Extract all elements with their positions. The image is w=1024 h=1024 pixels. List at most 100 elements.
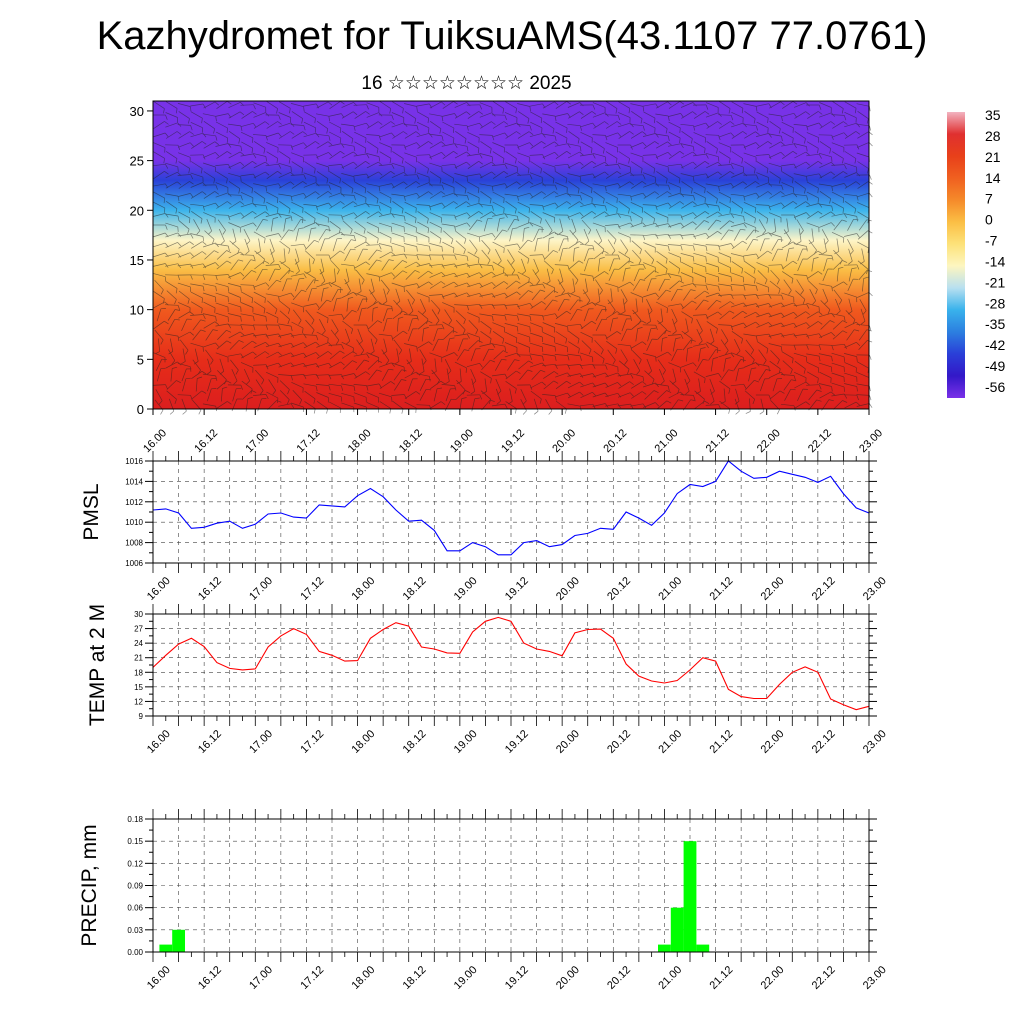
precip-xtick-label: 17.12 — [298, 964, 326, 992]
heatmap-xtick-label: 16.00 — [141, 427, 169, 455]
pmsl-ytick-label: 1010 — [125, 518, 143, 527]
temp2m-xtick-label: 20.12 — [605, 728, 633, 756]
precip-xtick-label: 16.12 — [196, 964, 224, 992]
colorbar-label: -56 — [985, 379, 1005, 395]
precip-xtick-label: 21.12 — [707, 964, 735, 992]
pmsl-xtick-label: 22.12 — [810, 575, 838, 603]
colorbar-label: -49 — [985, 358, 1005, 374]
heatmap-xtick-label: 20.00 — [550, 427, 578, 455]
pmsl-xtick-label: 22.00 — [759, 575, 787, 603]
pmsl-grid — [152, 460, 870, 564]
precip-xtick-label: 21.00 — [656, 964, 684, 992]
precip-xtick-label: 19.12 — [503, 964, 531, 992]
heatmap-xtick-label: 19.12 — [499, 427, 527, 455]
pmsl-xtick-label: 20.00 — [554, 575, 582, 603]
precip-ytick-label: 0.15 — [127, 837, 143, 846]
heatmap-xtick-label: 21.00 — [653, 427, 681, 455]
colorbar-label: 7 — [985, 191, 993, 207]
heatmap-xtick-label: 22.12 — [806, 427, 834, 455]
temp2m-xtick-label: 17.00 — [247, 728, 275, 756]
pmsl-ytick-label: 1006 — [125, 559, 143, 568]
pmsl-xtick-label: 19.12 — [503, 575, 531, 603]
pmsl-ylabel: PMSL — [80, 483, 103, 540]
heatmap-xtick-label: 22.00 — [755, 427, 783, 455]
precip-grid — [152, 818, 870, 953]
precip-xtick-label: 18.00 — [349, 964, 377, 992]
colorbar-label: -7 — [985, 233, 998, 249]
precip-ytick-label: 0.06 — [127, 904, 143, 913]
heatmap-xtick-label: 18.12 — [397, 427, 425, 455]
temp2m-xtick-label: 20.00 — [554, 728, 582, 756]
precip-ytick-label: 0.18 — [127, 815, 143, 824]
temp2m-ytick-label: 24 — [134, 639, 143, 648]
precip-xtick-label: 23.00 — [861, 964, 889, 992]
heatmap-xtick-label: 21.12 — [704, 427, 732, 455]
pmsl-xtick-label: 23.00 — [861, 575, 889, 603]
colorbar — [947, 112, 965, 398]
temp2m-xtick-label: 18.00 — [349, 728, 377, 756]
temp2m-ylabel: TEMP at 2 M — [86, 604, 109, 726]
heatmap-xtick-label: 17.12 — [295, 427, 323, 455]
precip-ytick-label: 0.00 — [127, 948, 143, 957]
pmsl-xtick-label: 16.12 — [196, 575, 224, 603]
colorbar-label: 21 — [985, 149, 1001, 165]
pmsl-ytick-label: 1008 — [125, 539, 143, 548]
temp2m-xtick-label: 19.12 — [503, 728, 531, 756]
precip-xtick-label: 17.00 — [247, 964, 275, 992]
heatmap-ytick-label: 5 — [137, 352, 144, 367]
colorbar-label: -42 — [985, 337, 1005, 353]
precip-bar — [670, 907, 684, 952]
precip-bar — [683, 841, 697, 952]
temp2m-xtick-label: 17.12 — [298, 728, 326, 756]
colorbar-label: -35 — [985, 316, 1005, 332]
heatmap-xtick-label: 20.12 — [601, 427, 629, 455]
pmsl-xtick-label: 20.12 — [605, 575, 633, 603]
colorbar-label: 0 — [985, 212, 993, 228]
heatmap-xtick-label: 18.00 — [346, 427, 374, 455]
temp2m-xtick-label: 22.12 — [810, 728, 838, 756]
temp2m-ytick-label: 12 — [134, 697, 143, 706]
heatmap-ytick-label: 15 — [130, 253, 144, 268]
heatmap-ytick-label: 10 — [130, 303, 144, 318]
temp2m-ytick-label: 30 — [134, 610, 143, 619]
precip-xtick-label: 16.00 — [145, 964, 173, 992]
pmsl-line — [152, 460, 870, 556]
pmsl-xtick-label: 19.00 — [452, 575, 480, 603]
colorbar-label: -14 — [985, 253, 1005, 269]
temp2m-grid — [152, 613, 870, 717]
page-title: Kazhydromet for TuiksuAMS(43.1107 77.076… — [96, 14, 928, 58]
precip-bar — [172, 929, 185, 952]
temp2m-xtick-label: 16.12 — [196, 728, 224, 756]
pmsl-ytick-label: 1014 — [125, 477, 143, 486]
precip-xtick-label: 22.00 — [759, 964, 787, 992]
colorbar-label: 14 — [985, 170, 1001, 186]
precip-xtick-label: 19.00 — [452, 964, 480, 992]
pmsl-xtick-label: 18.00 — [349, 575, 377, 603]
temp2m-xtick-label: 23.00 — [861, 728, 889, 756]
temp2m-ytick-label: 21 — [134, 654, 143, 663]
heatmap-ytick-label: 20 — [130, 203, 144, 218]
precip-ytick-label: 0.12 — [127, 859, 143, 868]
temp2m-xtick-label: 22.00 — [759, 728, 787, 756]
precip-xtick-label: 18.12 — [401, 964, 429, 992]
pmsl-xtick-label: 21.00 — [656, 575, 684, 603]
temp2m-xtick-label: 16.00 — [145, 728, 173, 756]
temp2m-xtick-label: 21.00 — [656, 728, 684, 756]
pmsl-ytick-label: 1012 — [125, 498, 143, 507]
temp2m-xtick-label: 18.12 — [401, 728, 429, 756]
pmsl-ytick-label: 1016 — [125, 457, 143, 466]
precip-xtick-label: 22.12 — [810, 964, 838, 992]
temp2m-xtick-label: 19.00 — [452, 728, 480, 756]
precip-ytick-label: 0.03 — [127, 926, 143, 935]
precip-xtick-label: 20.12 — [605, 964, 633, 992]
precip-bar — [696, 944, 710, 952]
wind-barbs — [152, 101, 873, 415]
temp2m-ytick-label: 9 — [139, 712, 144, 721]
heatmap-xtick-label: 23.00 — [857, 427, 885, 455]
temp2m-ytick-label: 27 — [134, 625, 143, 634]
heatmap-xtick-label: 19.00 — [448, 427, 476, 455]
precip-bar — [159, 944, 173, 952]
pmsl-xtick-label: 21.12 — [707, 575, 735, 603]
precip-xtick-label: 20.00 — [554, 964, 582, 992]
